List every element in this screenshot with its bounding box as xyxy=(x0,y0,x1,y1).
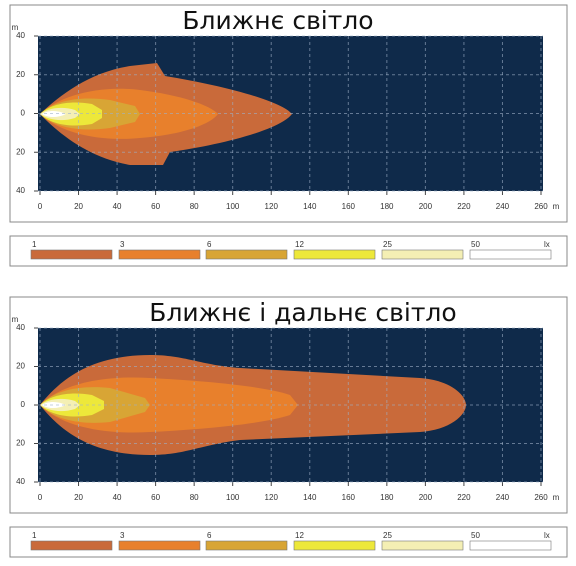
legend-label: 3 xyxy=(120,531,125,540)
legend-swatch xyxy=(469,540,552,551)
y-unit: m xyxy=(12,23,19,32)
legend-unit: lx xyxy=(544,531,550,540)
legend-label: 6 xyxy=(207,240,212,249)
legend-swatch xyxy=(293,249,376,260)
x-tick-label: 80 xyxy=(190,493,199,502)
legend-swatch xyxy=(30,540,113,551)
x-tick-label: 0 xyxy=(38,493,43,502)
x-tick-label: 160 xyxy=(342,493,356,502)
x-tick-label: 260 xyxy=(534,202,548,211)
x-tick-label: 260 xyxy=(534,493,548,502)
legend-swatch xyxy=(205,540,288,551)
x-tick-label: 0 xyxy=(38,202,43,211)
x-tick-label: 180 xyxy=(380,202,394,211)
contours xyxy=(40,355,466,455)
x-tick-label: 240 xyxy=(496,493,510,502)
y-tick-label: 20 xyxy=(16,439,25,448)
y-tick-label: 20 xyxy=(16,70,25,79)
legend-label: 50 xyxy=(471,240,480,249)
x-unit: m xyxy=(553,202,560,211)
x-tick-label: 100 xyxy=(226,202,240,211)
y-tick-label: 40 xyxy=(16,477,25,486)
legend-label: 3 xyxy=(120,240,125,249)
x-tick-label: 80 xyxy=(190,202,199,211)
y-tick-label: 40 xyxy=(16,31,25,40)
x-tick-label: 120 xyxy=(265,493,279,502)
legend-swatch xyxy=(469,249,552,260)
legend-swatch xyxy=(381,540,464,551)
y-tick-label: 20 xyxy=(16,147,25,156)
x-tick-label: 220 xyxy=(457,493,471,502)
contour xyxy=(42,402,66,408)
legend-swatch xyxy=(205,249,288,260)
x-tick-label: 40 xyxy=(113,493,122,502)
legend-unit: lx xyxy=(544,240,550,249)
x-tick-label: 140 xyxy=(303,202,317,211)
x-tick-label: 160 xyxy=(342,202,356,211)
y-unit: m xyxy=(12,315,19,324)
x-tick-label: 220 xyxy=(457,202,471,211)
legend-label: 25 xyxy=(383,240,392,249)
x-tick-label: 120 xyxy=(265,202,279,211)
y-tick-label: 0 xyxy=(21,400,26,409)
x-tick-label: 40 xyxy=(113,202,122,211)
x-tick-label: 100 xyxy=(226,493,240,502)
legend-label: 12 xyxy=(295,531,304,540)
x-tick-label: 20 xyxy=(74,493,83,502)
legend-label: 1 xyxy=(32,531,37,540)
legend-label: 6 xyxy=(207,531,212,540)
x-tick-label: 140 xyxy=(303,493,317,502)
x-tick-label: 200 xyxy=(419,493,433,502)
x-tick-label: 180 xyxy=(380,493,394,502)
x-tick-label: 60 xyxy=(151,493,160,502)
x-unit: m xyxy=(553,493,560,502)
legend-label: 1 xyxy=(32,240,37,249)
legend-label: 25 xyxy=(383,531,392,540)
y-tick-label: 40 xyxy=(16,323,25,332)
panel-title: Ближнє світло xyxy=(182,6,373,35)
panel-title: Ближнє і дальнє світло xyxy=(149,298,456,327)
x-tick-label: 240 xyxy=(496,202,510,211)
x-tick-label: 20 xyxy=(74,202,83,211)
legend-label: 50 xyxy=(471,531,480,540)
y-tick-label: 40 xyxy=(16,186,25,195)
y-tick-label: 20 xyxy=(16,362,25,371)
legend-swatch xyxy=(118,249,201,260)
y-tick-label: 0 xyxy=(21,109,26,118)
legend-label: 12 xyxy=(295,240,304,249)
legend-swatch xyxy=(381,249,464,260)
x-tick-label: 60 xyxy=(151,202,160,211)
legend-swatch xyxy=(293,540,376,551)
x-tick-label: 200 xyxy=(419,202,433,211)
legend-swatch xyxy=(118,540,201,551)
contour xyxy=(42,111,66,117)
legend-swatch xyxy=(30,249,113,260)
